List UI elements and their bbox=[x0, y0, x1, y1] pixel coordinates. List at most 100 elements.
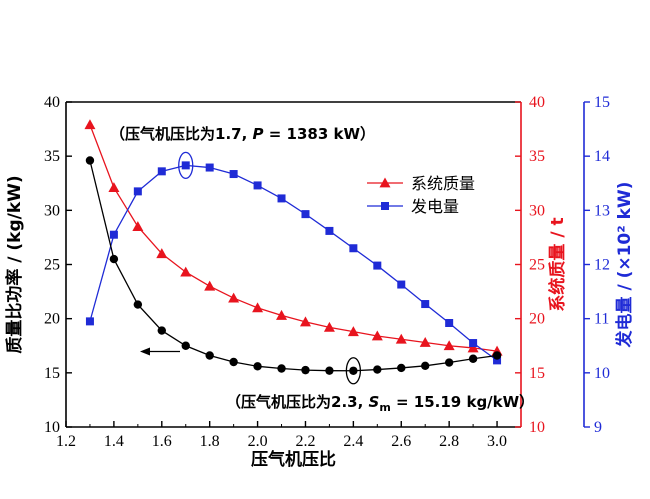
power-axis-tick-label: 15 bbox=[594, 94, 610, 111]
data-point bbox=[181, 161, 190, 170]
mass-axis-tick-label: 25 bbox=[529, 257, 545, 274]
data-point bbox=[252, 302, 264, 313]
power-axis-tick-label: 12 bbox=[594, 257, 610, 274]
x-tick-label: 2.0 bbox=[248, 433, 268, 450]
data-point bbox=[157, 326, 166, 335]
data-point bbox=[229, 170, 238, 179]
data-point bbox=[204, 280, 216, 291]
left-y-tick-label: 35 bbox=[44, 148, 60, 165]
plot-frame bbox=[65, 101, 585, 428]
power-axis-tick-label: 13 bbox=[594, 202, 610, 219]
mass-axis-tick-label: 20 bbox=[529, 311, 545, 328]
data-point bbox=[493, 356, 502, 365]
left-y-tick-label: 40 bbox=[44, 94, 60, 111]
data-point bbox=[253, 181, 262, 190]
data-point bbox=[373, 261, 382, 270]
data-point bbox=[325, 366, 334, 375]
data-point bbox=[228, 292, 240, 303]
mass-axis-tick-label: 40 bbox=[529, 94, 545, 111]
power-axis-tick-label: 14 bbox=[594, 148, 610, 165]
data-point bbox=[444, 358, 454, 367]
x-tick-label: 1.6 bbox=[152, 433, 172, 450]
left-y-tick-label: 25 bbox=[44, 257, 60, 274]
data-point bbox=[253, 362, 262, 371]
data-point bbox=[277, 194, 286, 203]
data-point bbox=[347, 326, 359, 337]
mass-axis-tick-label: 10 bbox=[529, 419, 545, 436]
data-point bbox=[301, 210, 310, 219]
x-tick-label: 2.2 bbox=[295, 433, 315, 450]
power-axis-tick-label: 9 bbox=[594, 419, 602, 436]
power-axis-tick-label: 10 bbox=[594, 365, 610, 382]
data-point bbox=[325, 226, 334, 235]
data-point bbox=[323, 321, 335, 332]
data-point bbox=[132, 221, 144, 231]
annotation-bottom: （压气机压比为2.3, Sm = 15.19 kg/kW） bbox=[226, 393, 534, 414]
data-point bbox=[133, 187, 142, 196]
x-tick-label: 1.8 bbox=[200, 433, 220, 450]
x-tick-label: 2.4 bbox=[343, 433, 363, 450]
data-point bbox=[349, 366, 358, 375]
data-point bbox=[469, 339, 478, 348]
annotation-layer: （压气机压比为1.7, P = 1383 kW） （压气机压比为2.3, Sm =… bbox=[110, 125, 534, 414]
data-point bbox=[467, 342, 479, 353]
x-tick-label: 1.4 bbox=[104, 433, 124, 450]
legend-label-power: 发电量 bbox=[411, 197, 459, 216]
left-y-tick-label: 30 bbox=[44, 202, 60, 219]
x-tick-label: 3.0 bbox=[487, 433, 507, 450]
data-point bbox=[395, 333, 407, 344]
data-point bbox=[468, 354, 478, 363]
data-point bbox=[276, 309, 288, 320]
highlight-ellipse-bottom bbox=[345, 357, 362, 385]
series-0 bbox=[84, 119, 503, 356]
power-axis-title: 发电量 / (×10² kW) bbox=[614, 182, 635, 349]
left-y-tick-label: 10 bbox=[44, 419, 60, 436]
data-point bbox=[229, 357, 238, 367]
legend-marker-mass bbox=[379, 177, 391, 188]
data-point bbox=[301, 365, 310, 375]
data-point bbox=[421, 300, 430, 309]
x-axis-title: 压气机压比 bbox=[251, 449, 336, 470]
data-point bbox=[85, 156, 95, 165]
highlight-ellipse-top bbox=[178, 151, 194, 180]
x-tick-label: 2.6 bbox=[391, 433, 411, 450]
x-tick-label: 1.2 bbox=[56, 433, 76, 450]
series-1 bbox=[85, 161, 502, 365]
data-point bbox=[181, 341, 190, 350]
data-point bbox=[492, 351, 502, 360]
data-point bbox=[109, 230, 118, 239]
series-2 bbox=[85, 156, 502, 375]
data-point bbox=[156, 248, 168, 259]
series-layer bbox=[84, 119, 503, 375]
data-point bbox=[397, 280, 406, 289]
data-point bbox=[157, 167, 166, 176]
legend-label-mass: 系统质量 bbox=[411, 174, 475, 193]
data-point bbox=[349, 244, 358, 253]
left-y-tick-label: 15 bbox=[44, 365, 60, 382]
data-point bbox=[108, 182, 120, 192]
series-line bbox=[89, 124, 498, 352]
mass-axis-tick-label: 30 bbox=[529, 202, 545, 219]
data-point bbox=[445, 319, 454, 327]
data-point bbox=[205, 351, 214, 360]
data-point bbox=[84, 119, 96, 130]
data-point bbox=[421, 361, 430, 370]
data-point bbox=[419, 337, 431, 347]
data-point bbox=[205, 163, 214, 172]
data-point bbox=[180, 266, 192, 277]
series-line bbox=[89, 164, 498, 361]
x-tick-label: 2.8 bbox=[439, 433, 459, 450]
annotation-top: （压气机压比为1.7, P = 1383 kW） bbox=[110, 125, 375, 143]
data-point bbox=[443, 340, 455, 351]
data-point bbox=[85, 317, 94, 326]
data-point bbox=[397, 363, 406, 373]
power-axis-tick-label: 11 bbox=[594, 311, 609, 328]
legend-marker-power bbox=[381, 202, 389, 210]
axis-ticks: 1.2 1.4 1.6 1.8 2.0 2.2 2.4 2.6 2.8 3.0 压气机压比 10 15 2… bbox=[4, 94, 635, 470]
mass-axis-title: 系统质量 / t bbox=[547, 217, 568, 311]
left-y-tick-label: 20 bbox=[44, 311, 60, 328]
arrow-head bbox=[140, 347, 150, 356]
data-point bbox=[373, 365, 382, 374]
